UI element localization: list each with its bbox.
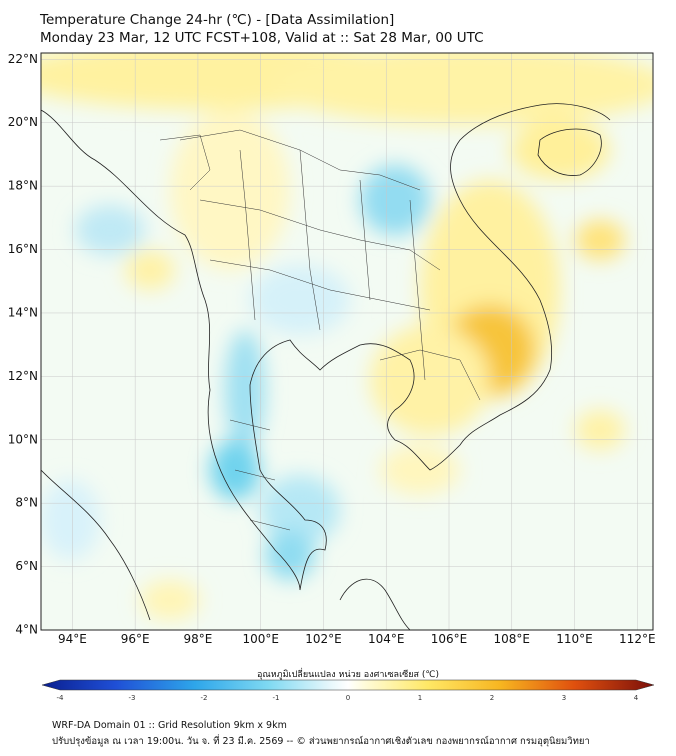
cool-patch — [75, 205, 145, 255]
border-line — [229, 419, 291, 531]
lon-label: 94°E — [58, 632, 87, 646]
colorbar-tick: 0 — [346, 694, 350, 702]
lon-label: 96°E — [121, 632, 150, 646]
coastline-island — [339, 578, 411, 630]
cool-patch — [250, 265, 350, 335]
lat-label: 16°N — [8, 242, 38, 256]
cool-patch — [360, 165, 430, 235]
lat-label: 20°N — [8, 115, 38, 129]
colorbar-tick: 3 — [562, 694, 566, 702]
coastline-island — [41, 469, 151, 621]
warm-patch — [575, 410, 625, 450]
lat-label: 6°N — [15, 559, 38, 573]
border-line — [299, 149, 321, 331]
lon-label: 110°E — [556, 632, 593, 646]
colorbar-tick: 2 — [490, 694, 494, 702]
border-line — [239, 149, 256, 321]
warm-patch — [510, 120, 610, 180]
warm-patch — [140, 580, 200, 620]
lat-label: 8°N — [15, 496, 38, 510]
lon-label: 100°E — [242, 632, 279, 646]
warm-patch — [575, 220, 625, 260]
coastlines — [41, 103, 611, 630]
lon-label: 102°E — [305, 632, 342, 646]
colorbar — [41, 679, 655, 691]
warm-patch — [380, 445, 460, 495]
lon-label: 104°E — [368, 632, 405, 646]
colorbar-ticks: -4 -3 -2 -1 0 1 2 3 4 — [57, 694, 639, 702]
coastline-mainland — [41, 103, 611, 591]
lat-label: 10°N — [8, 432, 38, 446]
colorbar-tick: -4 — [57, 694, 65, 702]
colorbar-tick: 1 — [418, 694, 422, 702]
warm-patch — [125, 250, 175, 290]
lon-label: 108°E — [494, 632, 531, 646]
lat-label: 18°N — [8, 179, 38, 193]
lat-label: 12°N — [8, 369, 38, 383]
warm-patch — [170, 110, 290, 270]
colorbar-tick: -2 — [201, 694, 208, 702]
colorbar-title: อุณหภูมิเปลี่ยนแปลง หน่วย องศาเซลเซียส (… — [257, 667, 439, 680]
warm-patch — [270, 53, 653, 125]
border-line — [409, 199, 426, 381]
border-line — [209, 259, 431, 311]
border-line — [199, 199, 441, 271]
warm-patch — [370, 325, 490, 435]
border-line — [159, 134, 211, 191]
model-info: WRF-DA Domain 01 :: Grid Resolution 9km … — [52, 720, 287, 731]
chart-subtitle: Monday 23 Mar, 12 UTC FCST+108, Valid at… — [40, 30, 484, 46]
lat-label: 4°N — [15, 623, 38, 637]
colorbar-tick: -3 — [129, 694, 136, 702]
cool-patch — [225, 330, 265, 450]
coastline-hainan — [537, 128, 602, 176]
credit-line: ปรับปรุงข้อมูล ณ เวลา 19:00น. วัน จ. ที่… — [52, 736, 590, 747]
chart-title: Temperature Change 24-hr (℃) - [Data Ass… — [40, 12, 395, 28]
cool-patch — [41, 480, 100, 560]
cool-patch — [265, 530, 315, 580]
border-line — [379, 349, 481, 401]
colorbar-tick: 4 — [634, 694, 639, 702]
lon-label: 106°E — [431, 632, 468, 646]
lat-label: 22°N — [8, 52, 38, 66]
latitude-labels: 22°N 20°N 18°N 16°N 14°N 12°N 10°N 8°N 6… — [8, 52, 38, 637]
lat-label: 14°N — [8, 305, 38, 319]
lon-label: 98°E — [183, 632, 212, 646]
colorbar-tick: -1 — [273, 694, 280, 702]
temperature-field — [41, 53, 653, 630]
longitude-labels: 94°E 96°E 98°E 100°E 102°E 104°E 106°E 1… — [58, 632, 656, 646]
border-line — [179, 129, 421, 191]
map-frame — [40, 52, 654, 631]
lon-label: 112°E — [619, 632, 656, 646]
province-borders — [159, 129, 481, 531]
border-line — [359, 179, 371, 301]
